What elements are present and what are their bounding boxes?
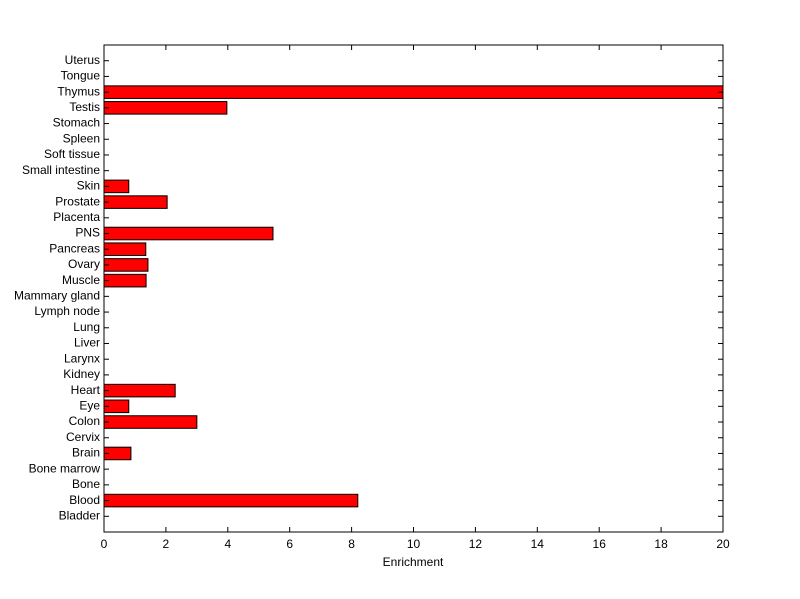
y-tick-label: Bladder xyxy=(59,508,100,522)
y-tick-label: Thymus xyxy=(57,84,100,98)
x-tick-label: 18 xyxy=(654,537,668,551)
y-tick-label: PNS xyxy=(75,226,100,240)
y-tick-label: Stomach xyxy=(53,116,100,130)
y-tick-label: Larynx xyxy=(64,351,100,365)
bar xyxy=(103,273,147,288)
y-tick-label: Bone marrow xyxy=(29,461,101,475)
y-tick-label: Placenta xyxy=(53,210,100,224)
y-tick-label: Kidney xyxy=(63,367,100,381)
y-tick-label: Testis xyxy=(69,100,100,114)
x-tick-label: 12 xyxy=(469,537,483,551)
bar xyxy=(103,383,176,398)
y-tick-label: Prostate xyxy=(55,194,100,208)
x-tick-label: 8 xyxy=(348,537,355,551)
y-tick-label: Tongue xyxy=(61,69,101,83)
y-tick-label: Blood xyxy=(69,493,100,507)
bar xyxy=(103,85,724,99)
bar xyxy=(103,258,149,272)
x-axis-label: Enrichment xyxy=(383,555,444,569)
y-tick-label: Bone xyxy=(72,477,100,491)
y-tick-label: Small intestine xyxy=(22,163,100,177)
y-tick-label: Colon xyxy=(69,414,100,428)
y-tick-label: Ovary xyxy=(68,257,100,271)
x-tick-label: 20 xyxy=(716,537,730,551)
y-tick-label: Brain xyxy=(72,446,100,460)
y-tick-label: Eye xyxy=(79,398,100,412)
x-tick-label: 16 xyxy=(593,537,607,551)
y-tick-label: Pancreas xyxy=(49,241,100,255)
x-tick-label: 14 xyxy=(531,537,545,551)
y-tick-label: Muscle xyxy=(62,273,100,287)
x-tick-label: 6 xyxy=(286,537,293,551)
y-tick-label: Cervix xyxy=(66,430,100,444)
y-tick-label: Spleen xyxy=(63,131,100,145)
y-tick-label: Uterus xyxy=(65,53,100,67)
x-tick-label: 0 xyxy=(101,537,108,551)
y-tick-label: Mammary gland xyxy=(14,289,100,303)
y-tick-label: Lung xyxy=(73,320,100,334)
bar xyxy=(103,242,147,257)
bar xyxy=(103,493,359,508)
x-tick-label: 4 xyxy=(224,537,231,551)
y-tick-label: Heart xyxy=(71,383,101,397)
bar xyxy=(103,195,168,209)
bar xyxy=(103,226,274,241)
bar xyxy=(103,101,228,115)
y-tick-label: Liver xyxy=(74,336,100,350)
y-tick-label: Skin xyxy=(77,179,100,193)
y-tick-label: Lymph node xyxy=(34,304,100,318)
x-tick-label: 10 xyxy=(407,537,421,551)
y-tick-label: Soft tissue xyxy=(44,147,100,161)
x-tick-label: 2 xyxy=(163,537,170,551)
bar xyxy=(103,415,198,429)
